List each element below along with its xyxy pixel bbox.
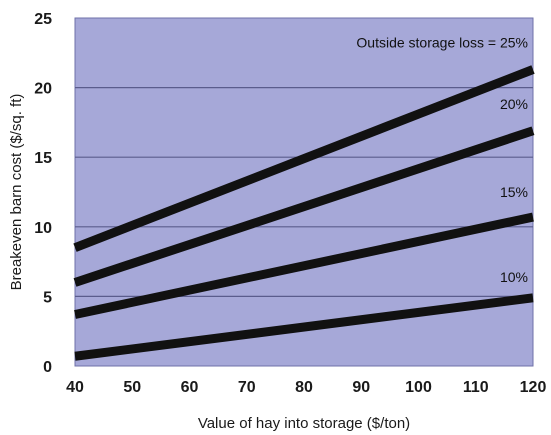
- x-tick-label: 40: [66, 379, 84, 396]
- series-label-3: 15%: [500, 184, 528, 200]
- x-tick-label: 90: [352, 379, 370, 396]
- y-axis-label: Breakeven barn cost ($/sq. ft): [8, 94, 25, 291]
- series-label-4: 10%: [500, 269, 528, 285]
- x-tick-label: 80: [295, 379, 313, 396]
- series-labels: Outside storage loss = 25% 20% 15% 10%: [356, 35, 528, 285]
- y-tick-label: 0: [43, 359, 52, 376]
- series-line-2: [73, 126, 535, 287]
- x-tick-label: 110: [463, 379, 489, 396]
- series-line-3: [74, 212, 534, 319]
- x-tick-label: 50: [123, 379, 141, 396]
- series-lines: [73, 65, 535, 361]
- plot-area: [74, 17, 534, 367]
- y-tick-label: 5: [43, 289, 52, 306]
- x-axis-ticks: 40 50 60 70 80 90 100 110 120: [66, 379, 546, 396]
- y-tick-label: 20: [34, 81, 52, 98]
- series-label-2: 20%: [500, 96, 528, 112]
- y-axis-ticks: 0 5 10 15 20 25: [34, 11, 52, 376]
- y-tick-label: 25: [34, 11, 52, 28]
- x-tick-label: 100: [405, 379, 432, 396]
- x-axis-label: Value of hay into storage ($/ton): [198, 415, 410, 432]
- x-tick-label: 70: [238, 379, 256, 396]
- series-line-1: [73, 65, 535, 252]
- x-tick-label: 60: [181, 379, 199, 396]
- y-tick-label: 15: [34, 150, 52, 167]
- series-line-4: [74, 293, 534, 361]
- x-tick-label: 120: [520, 379, 547, 396]
- series-label-1: Outside storage loss = 25%: [356, 35, 528, 51]
- y-tick-label: 10: [34, 220, 52, 237]
